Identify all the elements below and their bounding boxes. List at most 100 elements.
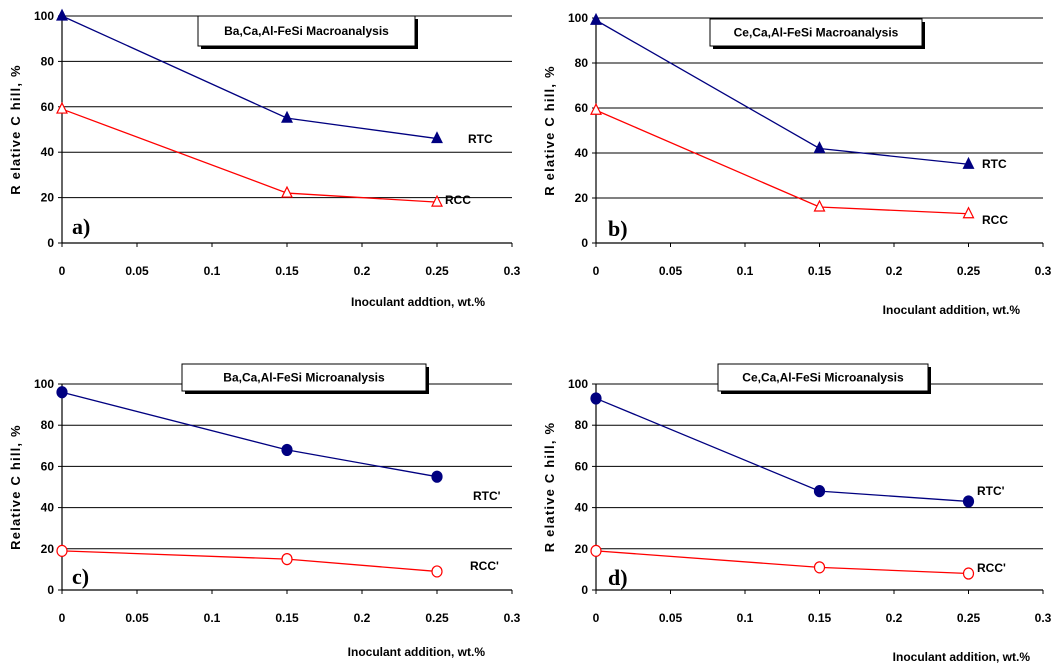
- data-point: [431, 565, 443, 578]
- data-point: [590, 12, 602, 25]
- x-tick-label: 0.3: [504, 611, 521, 625]
- data-point: [962, 495, 975, 508]
- series-line-0: [595, 397, 969, 503]
- x-tick-label: 0.15: [808, 611, 832, 625]
- x-axis-label: Inoculant addtion, wt.%: [351, 295, 485, 309]
- data-point: [590, 102, 602, 115]
- data-point: [281, 110, 293, 123]
- x-tick-label: 0.15: [275, 611, 299, 625]
- data-point: [813, 199, 826, 212]
- data-point: [431, 131, 443, 144]
- series-label: RCC': [470, 559, 499, 573]
- y-tick-label: 20: [41, 191, 55, 205]
- panel-label: d): [608, 565, 628, 590]
- data-point: [962, 156, 975, 169]
- chart-panel-2: 0 20 40 60 80 100 0 0.05 0.1 0.15 0.2 0.25 0.3 Inocul…: [542, 11, 1052, 317]
- y-axis-label: R elative C hill, %: [8, 64, 23, 194]
- x-axis-label: Inoculant addition, wt.%: [883, 303, 1021, 317]
- y-tick-label: 80: [41, 418, 55, 432]
- x-tick-label: 0.25: [425, 611, 449, 625]
- title-box: [717, 363, 929, 392]
- data-point: [813, 561, 826, 574]
- y-axis-label: R elative C hill, %: [542, 422, 557, 552]
- data-point: [962, 206, 975, 219]
- y-tick-label: 20: [41, 542, 55, 556]
- series-label: RCC: [445, 193, 471, 207]
- x-tick-label: 0.15: [275, 264, 299, 278]
- y-tick-label: 60: [575, 101, 589, 115]
- series-label: RTC: [468, 132, 493, 146]
- data-point: [56, 544, 68, 557]
- x-tick-label: 0: [59, 611, 66, 625]
- x-tick-label: 0.25: [957, 264, 981, 278]
- x-tick-label: 0.25: [957, 611, 981, 625]
- series-label: RCC: [982, 213, 1008, 227]
- data-point: [56, 8, 68, 21]
- x-tick-label: 0.15: [808, 264, 832, 278]
- data-point: [813, 485, 826, 498]
- x-tick-label: 0.2: [886, 611, 903, 625]
- y-tick-label: 80: [41, 54, 55, 68]
- title-box: [709, 18, 923, 47]
- y-tick-label: 100: [568, 377, 588, 391]
- x-tick-label: 0: [593, 611, 600, 625]
- x-tick-label: 0.3: [1035, 264, 1052, 278]
- chart-title: Ce,Ca,Al-FeSi Microanalysis: [742, 371, 904, 385]
- series-line-1: [61, 550, 438, 573]
- chart-title: Ba,Ca,Al-FeSi Macroanalysis: [224, 24, 389, 38]
- y-tick-label: 80: [575, 418, 589, 432]
- data-point: [590, 544, 602, 557]
- series-label: RCC': [977, 561, 1006, 575]
- x-tick-label: 0.2: [354, 611, 371, 625]
- x-axis-label: Inoculant addition, wt.%: [348, 645, 486, 659]
- series-line-0: [61, 391, 438, 478]
- series-label: RTC': [473, 489, 501, 503]
- data-point: [56, 101, 68, 114]
- series-label: RTC': [977, 484, 1005, 498]
- y-tick-label: 40: [575, 501, 589, 515]
- panel-label: a): [72, 214, 90, 239]
- x-tick-label: 0.25: [425, 264, 449, 278]
- x-tick-label: 0.05: [659, 264, 683, 278]
- title-box: [181, 363, 427, 392]
- data-point: [431, 194, 443, 207]
- chart-panel-3: 0 20 40 60 80 100 0 0.05 0.1 0.15 0.2 0.25 0.3 Inocul…: [8, 363, 521, 659]
- x-tick-label: 0: [593, 264, 600, 278]
- y-axis-label: Relative C hill, %: [8, 424, 23, 550]
- y-tick-label: 40: [41, 501, 55, 515]
- y-axis-label: R elative C hill, %: [542, 65, 557, 195]
- y-tick-label: 100: [568, 11, 588, 25]
- y-tick-label: 60: [575, 459, 589, 473]
- data-point: [431, 470, 443, 483]
- x-tick-label: 0.3: [1035, 611, 1052, 625]
- y-tick-label: 0: [47, 236, 54, 250]
- y-tick-label: 40: [575, 146, 589, 160]
- x-tick-label: 0.1: [737, 611, 754, 625]
- data-point: [281, 443, 293, 457]
- y-tick-label: 60: [41, 459, 55, 473]
- chart-panel-4: 0 20 40 60 80 100 0 0.05 0.1 0.15 0.2 0.25 0.3 Inocul…: [542, 363, 1052, 664]
- x-axis-label: Inoculant addition, wt.%: [893, 650, 1031, 664]
- y-tick-label: 40: [41, 145, 55, 159]
- panel-label: b): [608, 216, 628, 241]
- x-tick-label: 0.2: [354, 264, 371, 278]
- x-tick-label: 0.05: [659, 611, 683, 625]
- chart-title: Ce,Ca,Al-FeSi Macroanalysis: [734, 26, 899, 40]
- data-point: [813, 141, 826, 154]
- series-line-1: [61, 108, 438, 203]
- x-tick-label: 0.1: [204, 264, 221, 278]
- series-line-1: [595, 550, 969, 575]
- y-tick-label: 20: [575, 542, 589, 556]
- data-point: [281, 552, 293, 566]
- y-tick-label: 0: [581, 236, 588, 250]
- data-point: [281, 185, 293, 198]
- y-tick-label: 100: [34, 377, 54, 391]
- y-tick-label: 60: [41, 100, 55, 114]
- series-label: RTC: [982, 157, 1007, 171]
- x-tick-label: 0.3: [504, 264, 521, 278]
- data-point: [962, 567, 975, 580]
- x-tick-label: 0.2: [886, 264, 903, 278]
- panel-label: c): [72, 564, 89, 589]
- y-tick-label: 20: [575, 191, 589, 205]
- y-tick-label: 100: [34, 9, 54, 23]
